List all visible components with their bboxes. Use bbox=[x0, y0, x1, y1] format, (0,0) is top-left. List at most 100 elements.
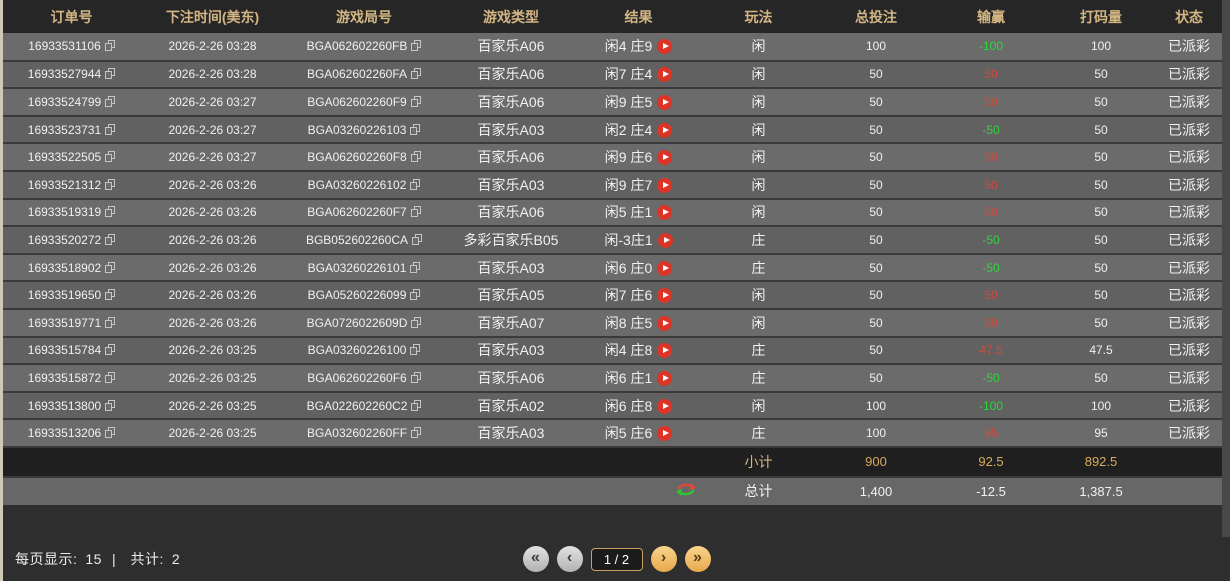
play-icon[interactable] bbox=[657, 398, 673, 414]
play-icon[interactable] bbox=[657, 370, 673, 386]
bet-time: 2026-2-26 03:26 bbox=[168, 260, 257, 275]
play-icon[interactable] bbox=[657, 343, 673, 359]
copy-icon[interactable] bbox=[105, 95, 116, 107]
copy-icon[interactable] bbox=[105, 344, 116, 356]
play-icon[interactable] bbox=[657, 39, 673, 55]
table-row: 16933515872 2026-2-26 03:25 BGA062602260… bbox=[3, 364, 1225, 392]
copy-icon[interactable] bbox=[410, 123, 421, 135]
result-text: 闲5 庄1 bbox=[604, 204, 653, 221]
play-side: 庄 bbox=[751, 425, 766, 442]
first-page-button[interactable]: « bbox=[522, 546, 549, 572]
refresh-icon[interactable] bbox=[676, 482, 696, 500]
play-icon[interactable] bbox=[657, 426, 673, 442]
game-type: 百家乐A06 bbox=[477, 369, 545, 386]
win-loss: 95 bbox=[984, 426, 998, 441]
bet-time: 2026-2-26 03:25 bbox=[168, 398, 257, 413]
copy-icon[interactable] bbox=[411, 40, 422, 52]
copy-icon[interactable] bbox=[105, 233, 116, 245]
turnover: 50 bbox=[1094, 177, 1108, 192]
col-header-time: 下注时间(美东) bbox=[165, 8, 260, 25]
copy-icon[interactable] bbox=[410, 151, 421, 163]
total-winloss: -12.5 bbox=[976, 483, 1006, 499]
copy-icon[interactable] bbox=[105, 399, 116, 411]
copy-icon[interactable] bbox=[105, 151, 116, 163]
status: 已派彩 bbox=[1168, 66, 1210, 83]
play-side: 闲 bbox=[751, 287, 766, 304]
page-indicator[interactable]: 1 / 2 bbox=[590, 547, 643, 571]
play-icon[interactable] bbox=[657, 205, 673, 221]
bet-time: 2026-2-26 03:25 bbox=[168, 370, 257, 385]
play-icon[interactable] bbox=[657, 150, 673, 166]
total-bet: 100 bbox=[865, 398, 887, 413]
status: 已派彩 bbox=[1168, 397, 1210, 414]
turnover: 95 bbox=[1094, 426, 1108, 441]
copy-icon[interactable] bbox=[105, 178, 116, 190]
game-type: 百家乐A03 bbox=[477, 121, 545, 138]
copy-icon[interactable] bbox=[105, 68, 116, 80]
copy-icon[interactable] bbox=[410, 261, 421, 273]
status: 已派彩 bbox=[1168, 287, 1210, 304]
win-loss: 47.5 bbox=[979, 343, 1003, 358]
copy-icon[interactable] bbox=[105, 371, 116, 383]
copy-icon[interactable] bbox=[411, 68, 422, 80]
result-text: 闲6 庄8 bbox=[604, 397, 653, 414]
copy-icon[interactable] bbox=[105, 316, 116, 328]
copy-icon[interactable] bbox=[105, 427, 116, 439]
play-icon[interactable] bbox=[657, 288, 673, 304]
copy-icon[interactable] bbox=[410, 95, 421, 107]
play-side: 闲 bbox=[751, 204, 766, 221]
prev-page-button[interactable]: ‹ bbox=[556, 546, 583, 572]
play-icon[interactable] bbox=[657, 122, 673, 138]
bet-time: 2026-2-26 03:28 bbox=[168, 39, 257, 54]
left-edge-strip bbox=[0, 0, 3, 581]
play-icon[interactable] bbox=[657, 177, 673, 193]
order-number: 16933515872 bbox=[27, 370, 102, 385]
copy-icon[interactable] bbox=[411, 399, 422, 411]
play-icon[interactable] bbox=[657, 260, 673, 276]
win-loss: -50 bbox=[982, 232, 1000, 247]
copy-icon[interactable] bbox=[105, 289, 116, 301]
play-icon[interactable] bbox=[657, 67, 673, 83]
copy-icon[interactable] bbox=[104, 40, 115, 52]
play-icon[interactable] bbox=[657, 94, 673, 110]
copy-icon[interactable] bbox=[410, 371, 421, 383]
last-page-button[interactable]: » bbox=[684, 546, 711, 572]
play-icon[interactable] bbox=[657, 232, 673, 248]
bet-time: 2026-2-26 03:26 bbox=[168, 205, 257, 220]
copy-icon[interactable] bbox=[411, 427, 422, 439]
copy-icon[interactable] bbox=[105, 261, 116, 273]
turnover: 50 bbox=[1094, 315, 1108, 330]
copy-icon[interactable] bbox=[412, 233, 423, 245]
round-id: BGB052602260CA bbox=[305, 232, 409, 247]
play-side: 闲 bbox=[751, 176, 766, 193]
round-id: BGA03260226102 bbox=[307, 177, 407, 192]
copy-icon[interactable] bbox=[105, 206, 116, 218]
game-type: 百家乐A06 bbox=[477, 204, 545, 221]
subtotal-turnover: 892.5 bbox=[1084, 454, 1118, 470]
col-header-play: 玩法 bbox=[744, 8, 773, 25]
game-type: 百家乐A06 bbox=[477, 93, 545, 110]
next-page-button[interactable]: › bbox=[650, 546, 677, 572]
scrollbar-track[interactable] bbox=[1222, 0, 1230, 537]
turnover: 50 bbox=[1094, 260, 1108, 275]
status: 已派彩 bbox=[1168, 121, 1210, 138]
copy-icon[interactable] bbox=[410, 289, 421, 301]
per-page-label: 每页显示: bbox=[15, 551, 78, 567]
result-text: 闲4 庄8 bbox=[604, 342, 653, 359]
copy-icon[interactable] bbox=[105, 123, 116, 135]
play-icon[interactable] bbox=[657, 315, 673, 331]
win-loss: 50 bbox=[984, 315, 998, 330]
status: 已派彩 bbox=[1168, 259, 1210, 276]
order-number: 16933513800 bbox=[27, 398, 102, 413]
copy-icon[interactable] bbox=[410, 206, 421, 218]
game-type: 百家乐A06 bbox=[477, 66, 545, 83]
col-header-game: 游戏类型 bbox=[483, 8, 539, 25]
copy-icon[interactable] bbox=[410, 178, 421, 190]
copy-icon[interactable] bbox=[411, 316, 422, 328]
table-row: 16933519319 2026-2-26 03:26 BGA062602260… bbox=[3, 198, 1225, 227]
bet-time: 2026-2-26 03:27 bbox=[168, 94, 257, 109]
copy-icon[interactable] bbox=[410, 344, 421, 356]
table-row: 16933519650 2026-2-26 03:26 BGA052602260… bbox=[3, 281, 1225, 309]
win-loss: 50 bbox=[984, 288, 998, 303]
